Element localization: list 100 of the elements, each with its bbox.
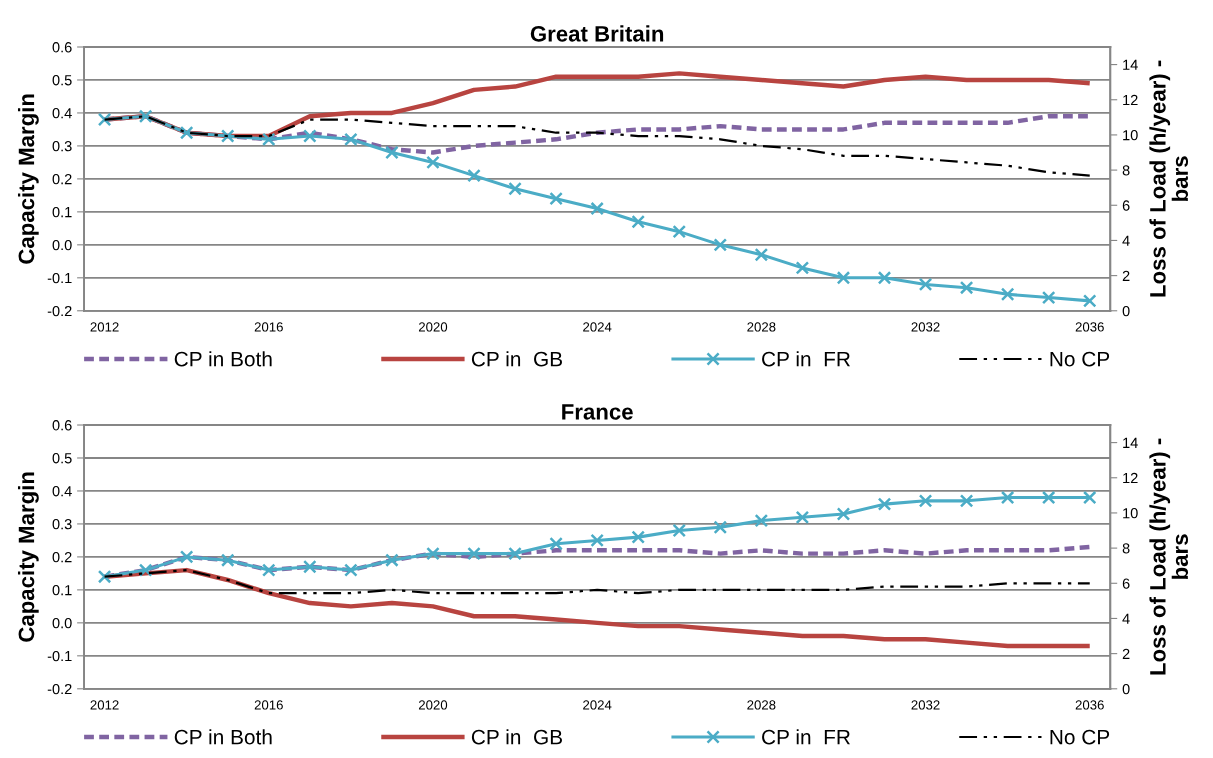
point	[426, 155, 440, 170]
point	[918, 494, 933, 508]
point	[303, 129, 317, 143]
chart-title: Great Britain	[530, 25, 664, 42]
y-tick-label: 0.2	[52, 552, 72, 563]
point	[959, 494, 974, 508]
point	[590, 201, 604, 216]
y-tick-label: 0.1	[52, 206, 72, 218]
point	[713, 520, 728, 535]
x-tick-label: 2036	[1075, 700, 1104, 710]
point	[303, 559, 317, 574]
point	[590, 533, 604, 548]
y2-tick-label: 2	[1122, 648, 1130, 659]
y2-tick-label: 6	[1122, 200, 1130, 211]
point	[1041, 290, 1056, 305]
y2-axis-title: Loss of Load (h/year) - bars	[1149, 60, 1189, 297]
point	[1000, 287, 1015, 302]
x-tick-label: 2020	[418, 322, 448, 332]
point	[508, 181, 522, 196]
x-tick-label: 2028	[747, 700, 776, 710]
point	[344, 132, 358, 147]
y2-tick-label: 0	[1122, 683, 1130, 695]
point	[1082, 294, 1097, 308]
y2-tick-label: 0	[1122, 305, 1130, 317]
y-tick-label: 0.0	[52, 239, 72, 251]
y2-tick-label: 10	[1123, 130, 1138, 141]
y2-tick-label: 14	[1123, 59, 1138, 70]
point	[754, 513, 769, 528]
point	[385, 553, 399, 568]
y-tick-label: 0.3	[52, 519, 72, 530]
point	[549, 191, 563, 206]
point	[1000, 490, 1015, 505]
y-tick-label: 0.1	[52, 584, 72, 596]
y-tick-label: 0.2	[52, 173, 72, 185]
point	[179, 125, 194, 140]
point	[508, 546, 522, 561]
point	[549, 536, 563, 551]
y-axis-title: Capacity Margin	[17, 94, 39, 264]
x-tick-label: 2020	[418, 700, 448, 710]
x-tick-label: 2028	[747, 322, 776, 332]
point	[672, 224, 687, 239]
line-series	[103, 115, 1091, 177]
point	[467, 168, 481, 183]
point	[836, 507, 851, 521]
point	[836, 271, 851, 285]
y-tick-label: -0.1	[47, 650, 72, 662]
y2-tick-label: 12	[1123, 472, 1138, 484]
point	[344, 563, 358, 577]
legend-label: No CP	[1050, 351, 1110, 367]
point	[179, 550, 194, 564]
legend-label: CP in GB	[471, 729, 562, 745]
y2-tick-label: 8	[1122, 165, 1130, 176]
y-axis-title: Capacity Margin	[17, 472, 39, 642]
legend-label: No CP	[1050, 729, 1110, 745]
legend-label: CP in GB	[471, 351, 562, 367]
y-tick-label: 0.4	[52, 108, 72, 119]
point	[220, 553, 235, 568]
x-tick-label: 2024	[583, 700, 612, 710]
x-tick-label: 2036	[1075, 322, 1104, 332]
x-tick-label: 2032	[911, 322, 940, 332]
chart-title: France	[562, 404, 633, 420]
x-tick-label: 2032	[911, 700, 940, 710]
point	[672, 523, 687, 538]
point	[754, 247, 769, 262]
legend-label: CP in FR	[762, 351, 850, 367]
point	[713, 238, 728, 252]
point	[877, 497, 892, 511]
y-tick-label: -0.2	[47, 683, 72, 695]
y-tick-label: 0.6	[52, 42, 72, 53]
y-tick-label: 0.3	[52, 141, 72, 152]
y-tick-label: 0.6	[52, 420, 72, 431]
y-tick-label: 0.0	[52, 617, 72, 629]
point	[426, 546, 440, 561]
y2-tick-label: 2	[1122, 270, 1130, 281]
point	[97, 569, 112, 584]
y-tick-label: -0.1	[47, 272, 72, 284]
y2-tick-label: 4	[1122, 613, 1130, 624]
x-tick-label: 2024	[583, 322, 612, 332]
point	[877, 271, 892, 285]
point	[795, 261, 810, 275]
point	[631, 530, 646, 544]
point	[97, 112, 112, 127]
y2-axis-title: Loss of Load (h/year) - bars	[1149, 438, 1189, 675]
point	[467, 546, 481, 561]
y-tick-label: 0.5	[52, 453, 72, 464]
legend-label: CP in Both	[174, 729, 272, 745]
point	[138, 109, 153, 124]
point	[385, 145, 399, 160]
point	[918, 277, 933, 292]
x-tick-label: 2012	[90, 322, 119, 332]
point	[1041, 490, 1056, 505]
point	[959, 280, 974, 295]
y2-tick-label: 6	[1122, 578, 1130, 589]
y2-tick-label: 4	[1122, 235, 1130, 246]
point	[631, 214, 646, 229]
y-tick-label: 0.4	[52, 486, 72, 497]
point	[1082, 490, 1097, 505]
y2-tick-label: 12	[1123, 94, 1138, 106]
y2-tick-label: 10	[1123, 508, 1138, 519]
point	[261, 563, 276, 577]
